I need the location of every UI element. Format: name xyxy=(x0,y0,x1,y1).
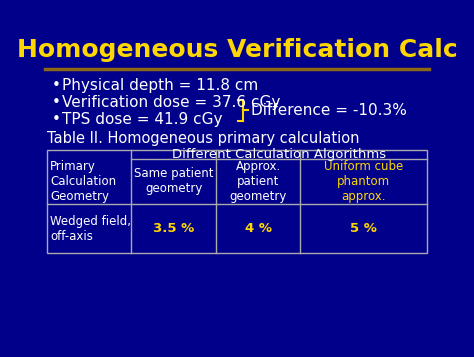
Text: Different Calculation Algorithms: Different Calculation Algorithms xyxy=(172,148,386,161)
Text: Verification dose = 37.6 cGy: Verification dose = 37.6 cGy xyxy=(62,95,281,110)
Text: •: • xyxy=(52,79,61,94)
Text: Physical depth = 11.8 cm: Physical depth = 11.8 cm xyxy=(62,79,258,94)
Text: 5 %: 5 % xyxy=(350,222,377,235)
Text: Difference = -10.3%: Difference = -10.3% xyxy=(251,103,406,118)
Text: 4 %: 4 % xyxy=(245,222,272,235)
Text: Wedged field,
off-axis: Wedged field, off-axis xyxy=(50,215,131,243)
Bar xyxy=(47,150,427,253)
Text: •: • xyxy=(52,95,61,110)
Text: Table II. Homogeneous primary calculation: Table II. Homogeneous primary calculatio… xyxy=(47,131,359,146)
Text: Homogeneous Verification Calc: Homogeneous Verification Calc xyxy=(17,39,457,62)
Text: Primary
Calculation
Geometry: Primary Calculation Geometry xyxy=(50,160,116,203)
Text: Same patient
geometry: Same patient geometry xyxy=(134,167,213,196)
Text: TPS dose = 41.9 cGy: TPS dose = 41.9 cGy xyxy=(62,112,223,127)
Text: 3.5 %: 3.5 % xyxy=(153,222,194,235)
Text: •: • xyxy=(52,112,61,127)
Text: Approx.
patient
geometry: Approx. patient geometry xyxy=(229,160,287,203)
Text: Uniform cube
phantom
approx.: Uniform cube phantom approx. xyxy=(324,160,403,203)
